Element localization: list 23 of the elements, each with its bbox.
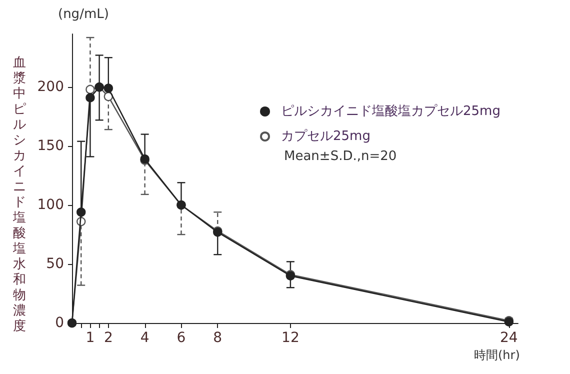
legend-label: ピルシカイニド塩酸塩カプセル25mg — [281, 104, 500, 119]
annotation: Mean±S.D.,n=20 — [284, 149, 397, 164]
point — [86, 84, 95, 94]
x-axis-title: 時間(hr) — [474, 348, 520, 362]
point — [104, 84, 114, 93]
y-tick-label: 50 — [46, 256, 64, 272]
text: 血漿中ピルシカイニド塩酸塩水和物濃度 — [13, 55, 26, 334]
y-tick-label: 0 — [55, 315, 64, 331]
text: (ng/mL) — [58, 7, 109, 22]
point — [104, 92, 114, 102]
point — [86, 93, 95, 102]
y-tick-label: 100 — [37, 197, 64, 214]
x-tick-label: 8 — [213, 330, 222, 346]
legend-label: カプセル25mg — [281, 129, 370, 144]
point — [76, 208, 86, 217]
y-tick-label: 150 — [37, 138, 64, 154]
x-tick-label: 24 — [500, 330, 518, 346]
x-tick-label: 1 — [86, 330, 95, 346]
y-tick-label: 200 — [37, 79, 64, 96]
x-tick-label: 4 — [140, 330, 150, 346]
x-tick-label: 12 — [282, 330, 300, 346]
x-tick-label: 6 — [176, 330, 186, 346]
x-tick-label: 2 — [104, 330, 113, 346]
